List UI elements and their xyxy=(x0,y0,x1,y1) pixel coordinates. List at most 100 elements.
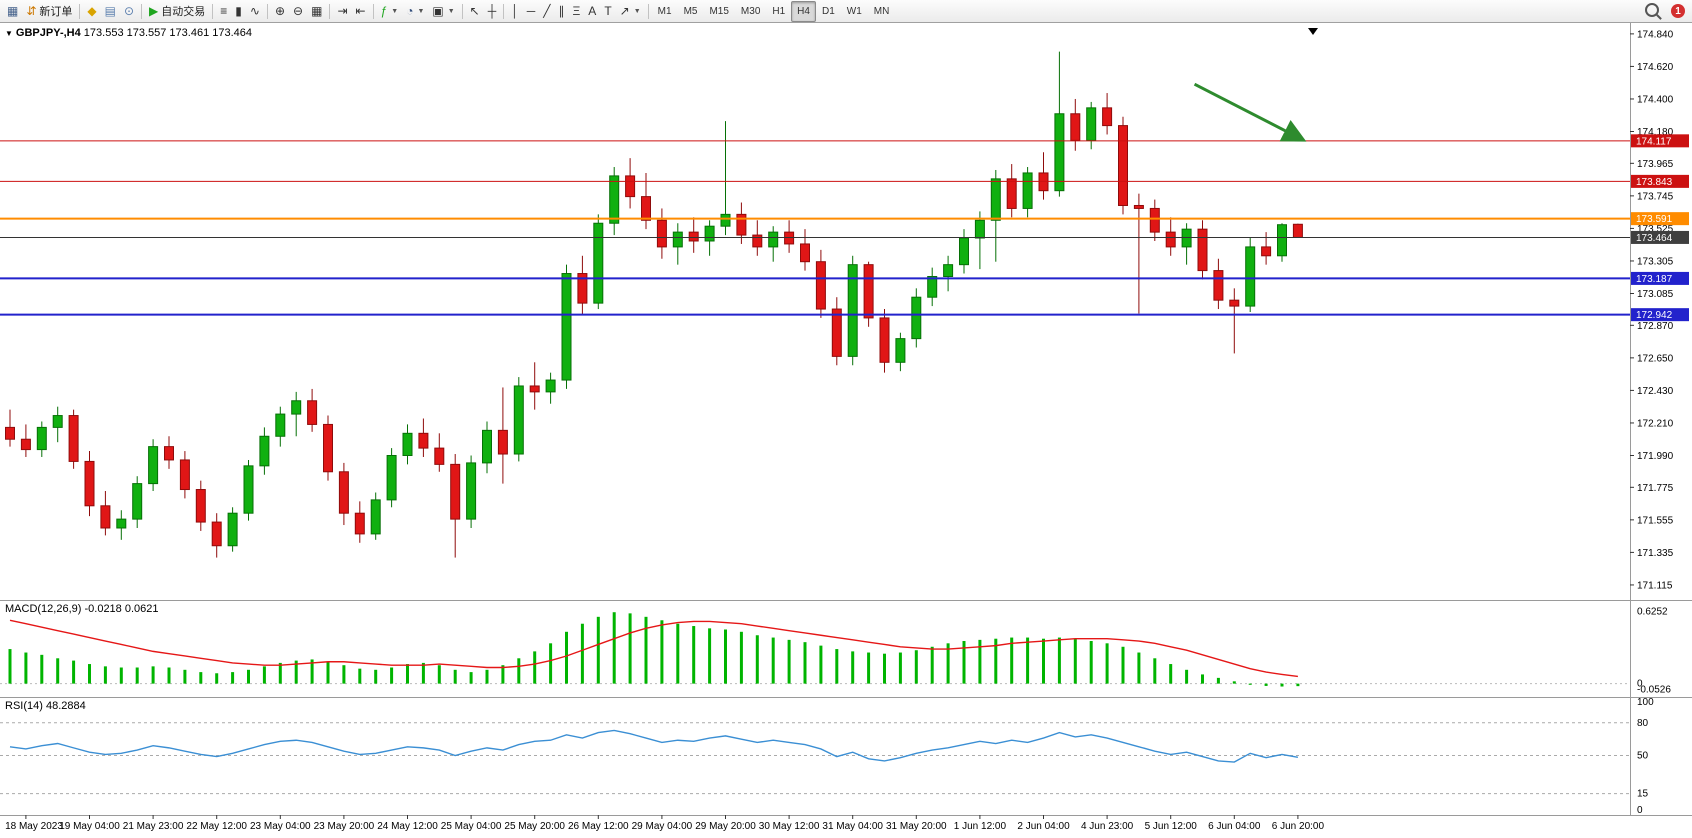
channel-icon: ∥ xyxy=(558,4,565,18)
price-tick-label: 172.210 xyxy=(1637,418,1674,429)
macd-label: MACD(12,26,9) -0.0218 0.0621 xyxy=(5,603,159,615)
crosshair-icon[interactable]: ┼ xyxy=(484,1,501,22)
time-axis-label: 4 Jun 23:00 xyxy=(1081,821,1134,832)
templates-icon[interactable]: ▣ ▼ xyxy=(428,1,458,22)
time-axis-label: 31 May 20:00 xyxy=(886,821,947,832)
toolbar-separator xyxy=(647,3,649,19)
fibonacci-icon: Ξ xyxy=(572,4,581,18)
rsi-line xyxy=(9,729,1299,763)
timeframe-d1-button[interactable]: D1 xyxy=(821,5,835,17)
price-tick-label: 173.305 xyxy=(1637,256,1674,267)
timeframe-h1-button[interactable]: H1 xyxy=(772,5,786,17)
price-tick-label: 172.650 xyxy=(1637,353,1674,364)
time-scale[interactable] xyxy=(0,815,1630,838)
time-axis-label: 30 May 12:00 xyxy=(759,821,820,832)
timeframe-m1-button[interactable]: M1 xyxy=(657,5,672,17)
toolbar-separator xyxy=(266,3,268,19)
rsi-scale-label: 50 xyxy=(1637,751,1649,762)
price-badge-label: 173.591 xyxy=(1636,214,1673,225)
chart-shift-marker[interactable] xyxy=(1308,28,1318,35)
tile-windows-icon: ▦ xyxy=(311,4,323,18)
timeframe-m15-button[interactable]: M15 xyxy=(709,5,729,17)
chart-window[interactable]: 174.840 174.620 174.400 174.180 173.965 173.7… xyxy=(0,23,1692,838)
text-label-icon[interactable]: T xyxy=(600,1,615,22)
auto-scroll-icon[interactable]: ⇥ xyxy=(333,1,351,22)
price-tick-label: 174.840 xyxy=(1637,29,1674,40)
arrows-icon: ↗ xyxy=(619,4,630,18)
periods-icon: ◔ xyxy=(406,4,414,18)
rsi-scale-label: 0 xyxy=(1637,805,1643,816)
time-axis-label: 19 May 04:00 xyxy=(59,821,120,832)
time-axis-label: 25 May 04:00 xyxy=(441,821,502,832)
chart-shift-icon[interactable]: ⇤ xyxy=(352,1,370,22)
timeframe-w1-button[interactable]: W1 xyxy=(846,5,862,17)
text-icon: A xyxy=(588,4,597,18)
channel-icon[interactable]: ∥ xyxy=(554,1,568,22)
line-chart-icon[interactable]: ∿ xyxy=(246,1,264,22)
time-axis-label: 5 Jun 12:00 xyxy=(1145,821,1198,832)
price-tick-label: 173.085 xyxy=(1637,289,1674,300)
history-center-icon[interactable]: ⊙ xyxy=(120,1,138,22)
trendline-icon[interactable]: ╱ xyxy=(539,1,554,22)
quick-trade-icon[interactable]: ◆ xyxy=(83,1,100,22)
price-badge xyxy=(1631,271,1689,285)
vertical-line-icon[interactable]: │ xyxy=(507,1,523,22)
candles xyxy=(5,51,1303,558)
fibonacci-icon[interactable]: Ξ xyxy=(568,1,584,22)
arrows-icon[interactable]: ↗ ▼ xyxy=(616,1,645,22)
timeframe-h4-button[interactable]: H4 xyxy=(791,0,816,22)
cursor-icon[interactable]: ↖ xyxy=(466,1,484,22)
timeframe-mn-button[interactable]: MN xyxy=(873,5,890,17)
bar-chart-icon[interactable]: ≡ xyxy=(216,1,231,22)
tile-windows-icon[interactable]: ▦ xyxy=(307,1,326,22)
toolbar-separator xyxy=(79,3,81,19)
vertical-line-icon: │ xyxy=(511,4,519,18)
price-tick-label: 174.180 xyxy=(1637,127,1674,138)
trend-arrow[interactable] xyxy=(1193,82,1307,142)
rsi-scale-label: 80 xyxy=(1637,718,1649,729)
rsi-value: 48.2884 xyxy=(45,700,86,712)
print-icon[interactable]: ▤ xyxy=(101,1,120,22)
time-axis-label: 21 May 23:00 xyxy=(123,821,184,832)
text-icon[interactable]: A xyxy=(584,1,600,22)
candlestick-chart-icon: ▮ xyxy=(235,4,242,18)
price-tick-label: 173.525 xyxy=(1637,224,1674,235)
notification-badge[interactable]: 1 xyxy=(1671,4,1685,18)
autotrading-button[interactable]: ▶ 自动交易 xyxy=(145,1,209,22)
new-order-icon: ⇵ xyxy=(26,4,37,18)
zoom-in-icon[interactable]: ⊕ xyxy=(271,1,289,22)
new-chart-window-icon[interactable]: ▦ xyxy=(3,1,22,22)
timeframe-m30-button[interactable]: M30 xyxy=(740,5,761,17)
search-icon[interactable] xyxy=(1645,3,1659,17)
macd-signal-value: 0.0621 xyxy=(124,603,159,615)
chevron-down-icon: ▼ xyxy=(447,7,455,15)
time-axis-label: 22 May 12:00 xyxy=(186,821,247,832)
price-badge-label: 172.942 xyxy=(1636,310,1673,321)
rsi-name: RSI(14) xyxy=(5,700,43,712)
time-axis-label: 29 May 04:00 xyxy=(632,821,693,832)
chevron-down-icon: ▼ xyxy=(633,7,641,15)
macd-histogram xyxy=(8,612,1300,687)
toolbar-separator xyxy=(141,3,143,19)
zoom-out-icon[interactable]: ⊖ xyxy=(289,1,307,22)
time-axis-label: 25 May 20:00 xyxy=(504,821,565,832)
price-tick-label: 171.990 xyxy=(1637,451,1674,462)
autotrading-button-label: 自动交易 xyxy=(161,6,206,18)
toolbar-separator xyxy=(212,3,214,19)
price-badge-label: 173.843 xyxy=(1636,177,1673,188)
periods-icon[interactable]: ◔ ▼ xyxy=(402,1,428,22)
indicators-icon[interactable]: ƒ ▼ xyxy=(377,1,403,22)
chevron-down-icon: ▼ xyxy=(391,7,399,15)
price-scale[interactable] xyxy=(1630,23,1692,815)
horizontal-line-icon[interactable]: ─ xyxy=(523,1,540,22)
price-badge-label: 174.117 xyxy=(1636,136,1672,147)
timeframe-m5-button[interactable]: M5 xyxy=(683,5,698,17)
indicators-icon: ƒ xyxy=(380,4,388,18)
symbol-collapse-icon[interactable]: ▼ xyxy=(5,29,13,38)
chart-canvas[interactable]: 174.840 174.620 174.400 174.180 173.965 173.7… xyxy=(0,23,1692,838)
macd-scale-label: 0.6252 xyxy=(1637,607,1668,618)
symbol-ohlc-label: ▼ GBPJPY-,H4 173.553 173.557 173.461 173.… xyxy=(5,27,252,39)
candlestick-chart-icon[interactable]: ▮ xyxy=(231,1,246,22)
new-order-button[interactable]: ⇵ 新订单 xyxy=(22,1,76,22)
